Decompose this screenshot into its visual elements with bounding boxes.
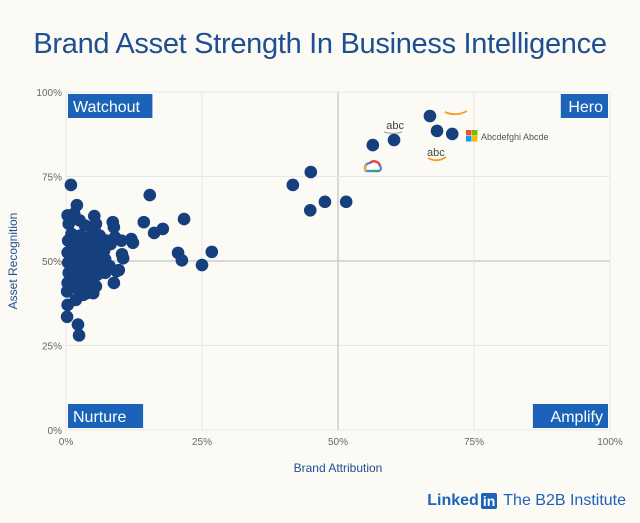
y-tick-label: 75% [42,173,62,184]
x-tick-label: 25% [192,437,212,448]
chart-title: Brand Asset Strength In Business Intelli… [33,28,607,60]
linkedin-b2b-institute-logo: Linked in The B2B Institute [427,492,626,510]
microsoft-logo-icon [472,136,478,142]
data-point [86,286,100,300]
data-point [61,298,74,312]
y-tick-label: 0% [48,426,63,437]
data-point [147,226,161,240]
microsoft-logo-icon [466,130,472,136]
x-tick-label: 75% [464,437,484,448]
abc-logo-text: abc [427,147,445,159]
data-point [205,245,219,259]
amazon-smile-icon [427,156,447,162]
x-axis-label: Brand Attribution [294,461,383,475]
linkedin-wordmark: Linked [427,492,479,509]
quadrant-label: Hero [568,99,603,116]
data-point [339,195,353,209]
microsoft-logo-icon [466,136,472,142]
quadrant-label-box [560,94,608,118]
quadrant-label: Amplify [551,409,603,426]
data-point [98,266,112,280]
quadrant-label-box [68,94,153,118]
data-point [115,234,128,248]
y-axis-label: Asset Recognition [6,213,20,310]
data-point [107,276,121,290]
logo-underline-icon [383,131,403,134]
quadrant-label: Watchout [73,99,141,116]
google-cloud-icon [369,160,382,167]
data-point [195,258,209,272]
microsoft-logo-icon [472,130,478,136]
abc-logo-text: abc [386,120,404,132]
microsoft-logo-text: Abcdefghi Abcde [481,132,549,142]
institute-name: The B2B Institute [503,492,626,509]
quadrant-label: Nurture [73,409,126,426]
data-point [62,217,76,231]
data-point [110,264,123,278]
data-point [430,124,444,138]
data-point [303,204,317,217]
data-point [116,251,130,265]
data-point [72,329,86,342]
data-point [126,236,140,250]
data-point [286,178,300,192]
data-point [60,310,74,324]
data-point [423,109,437,123]
data-point [137,215,151,229]
x-tick-label: 0% [59,437,74,448]
y-tick-label: 25% [42,342,62,353]
data-point [175,254,189,267]
data-point [366,138,380,152]
quadrant-label-box [532,404,608,428]
linkedin-in-icon: in [480,493,498,509]
data-point [143,188,157,202]
google-cloud-icon [364,164,368,172]
data-point [64,178,78,192]
data-point [71,318,85,331]
data-point [107,220,121,234]
quadrant-label-box [68,404,144,428]
data-point [78,219,92,232]
data-point [104,237,117,251]
data-point [60,285,74,298]
x-tick-label: 50% [328,437,348,448]
data-point [177,212,191,226]
data-point [445,127,459,141]
data-point [304,165,318,179]
amazon-smile-icon [444,110,468,116]
y-tick-label: 50% [42,257,62,268]
data-point [77,288,90,302]
data-point [387,133,401,147]
data-point [318,195,332,209]
y-tick-label: 100% [36,88,62,99]
x-tick-label: 100% [597,437,623,448]
